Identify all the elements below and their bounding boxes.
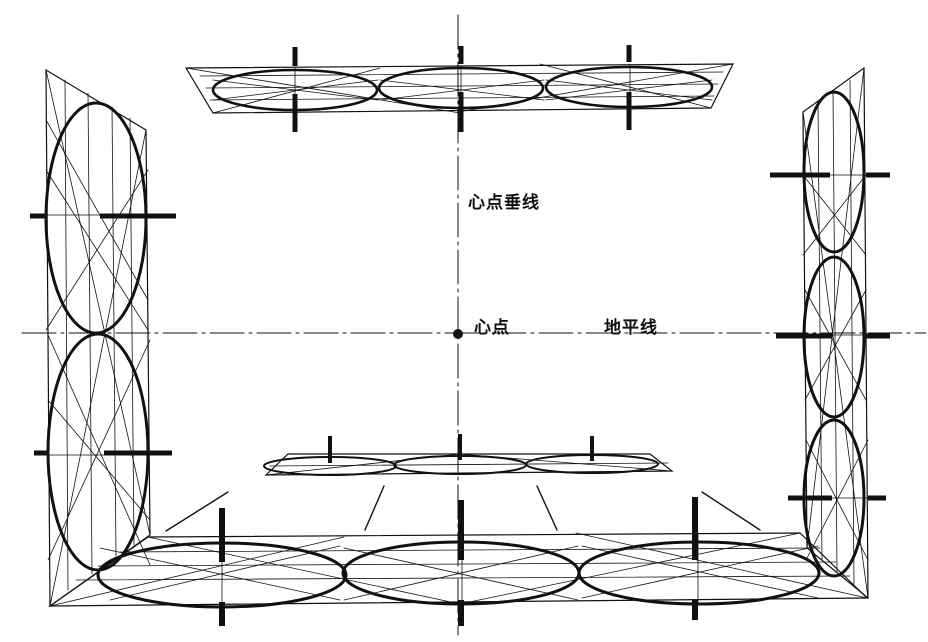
top-panel: [184, 45, 734, 132]
center-point-dot: [453, 329, 463, 339]
left-panel: [30, 68, 176, 608]
right-panel: [770, 66, 890, 600]
bottom-panel: [48, 497, 869, 626]
horizon-line-label: 地平线: [604, 318, 658, 338]
right-wheel: [802, 90, 866, 254]
center-point-label: 心点: [474, 318, 510, 338]
guide-strokes: [165, 485, 761, 532]
center-vertical-label: 心点垂线: [468, 193, 540, 213]
middle-panel: [263, 434, 674, 476]
bottom-wheel: [577, 540, 821, 606]
